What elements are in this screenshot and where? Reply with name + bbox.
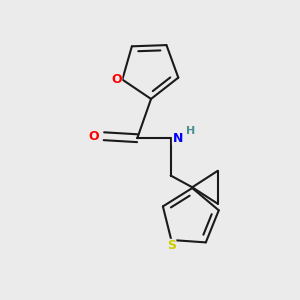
Text: S: S [167,239,176,252]
Text: N: N [172,132,183,145]
Text: O: O [111,73,122,86]
Text: O: O [89,130,99,143]
Text: H: H [186,126,196,136]
